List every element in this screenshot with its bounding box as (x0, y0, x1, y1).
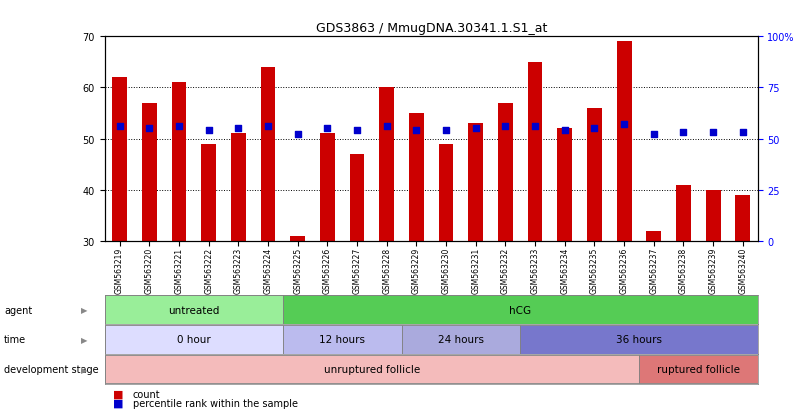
Point (380, 123, 393, 130)
Bar (401, 325, 520, 354)
Text: ■: ■ (113, 389, 123, 399)
Bar (557, 129, 572, 241)
Bar (105, 325, 283, 354)
Bar (172, 83, 186, 241)
Point (469, 126, 482, 132)
Bar (438, 144, 454, 241)
Text: ruptured follicle: ruptured follicle (657, 364, 740, 374)
Bar (112, 78, 127, 241)
Point (677, 130, 690, 136)
Bar (260, 68, 276, 241)
Point (439, 128, 452, 134)
Point (202, 128, 215, 134)
Bar (290, 236, 305, 241)
Point (647, 132, 660, 138)
Bar (468, 124, 483, 241)
Bar (105, 355, 639, 384)
Bar (676, 185, 691, 241)
Text: percentile rank within the sample: percentile rank within the sample (133, 398, 298, 408)
Point (172, 123, 185, 130)
Bar (735, 195, 750, 241)
Bar (283, 325, 401, 354)
Text: 24 hours: 24 hours (438, 335, 484, 344)
Point (143, 126, 156, 132)
Bar (498, 104, 513, 241)
Text: unruptured follicle: unruptured follicle (324, 364, 420, 374)
Bar (142, 104, 156, 241)
Bar (350, 154, 364, 241)
Bar (639, 355, 758, 384)
Text: ■: ■ (113, 398, 123, 408)
Point (529, 123, 542, 130)
Text: 0 hour: 0 hour (177, 335, 210, 344)
Bar (283, 295, 758, 324)
Text: time: time (4, 335, 26, 344)
Bar (380, 88, 394, 241)
Point (617, 121, 630, 128)
Point (291, 132, 304, 138)
Bar (105, 295, 283, 324)
Text: ▶: ▶ (81, 335, 88, 344)
Point (410, 128, 423, 134)
Text: ▶: ▶ (81, 365, 88, 374)
Point (351, 128, 364, 134)
Bar (409, 114, 424, 241)
Bar (587, 109, 602, 241)
Bar (231, 134, 246, 241)
Title: GDS3863 / MmugDNA.30341.1.S1_at: GDS3863 / MmugDNA.30341.1.S1_at (315, 21, 547, 35)
Bar (706, 190, 721, 241)
Bar (520, 325, 758, 354)
Text: development stage: development stage (4, 364, 98, 374)
Bar (320, 134, 334, 241)
Bar (646, 231, 661, 241)
Bar (202, 144, 216, 241)
Point (232, 126, 245, 132)
Point (707, 130, 720, 136)
Text: ▶: ▶ (81, 305, 88, 314)
Bar (528, 63, 542, 241)
Text: count: count (133, 389, 160, 399)
Text: hCG: hCG (509, 305, 531, 315)
Text: 12 hours: 12 hours (319, 335, 365, 344)
Point (588, 126, 601, 132)
Point (261, 123, 274, 130)
Point (321, 126, 334, 132)
Point (737, 130, 750, 136)
Point (499, 123, 512, 130)
Bar (617, 42, 632, 241)
Point (559, 128, 571, 134)
Text: agent: agent (4, 305, 32, 315)
Point (113, 123, 126, 130)
Text: untreated: untreated (168, 305, 219, 315)
Text: 36 hours: 36 hours (616, 335, 662, 344)
